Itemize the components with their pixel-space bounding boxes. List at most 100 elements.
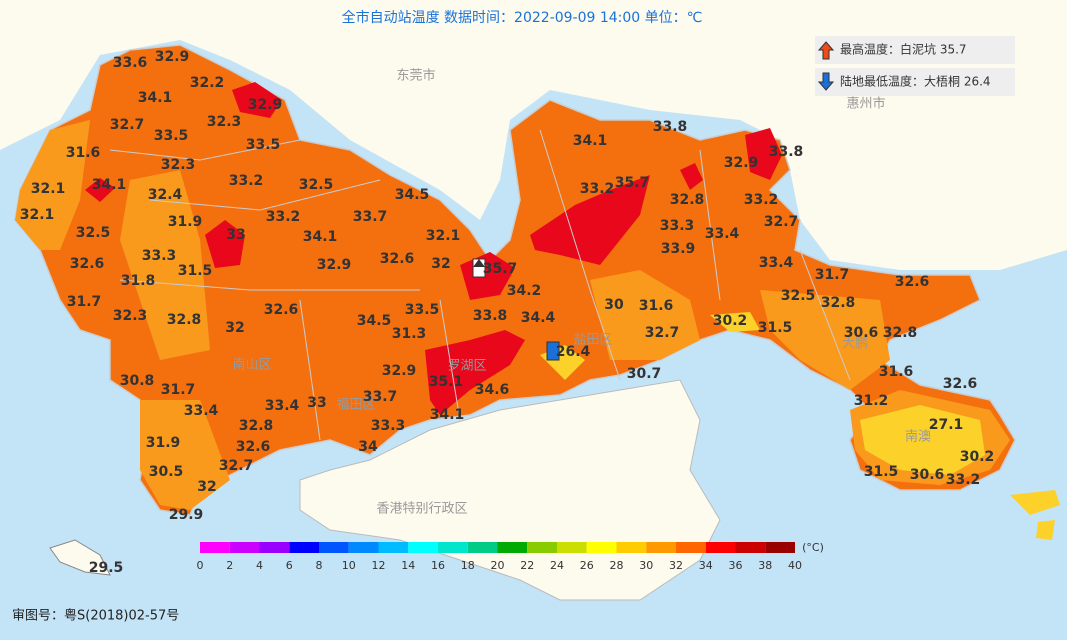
legend-min: 陆地最低温度：大梧桐 26.4 xyxy=(815,68,1015,96)
colorbar-unit: (°C) xyxy=(802,541,824,554)
station-value: 31.2 xyxy=(854,393,889,409)
colorbar-swatch xyxy=(586,542,617,553)
legend-min-text: 陆地最低温度：大梧桐 26.4 xyxy=(840,74,991,89)
station-value: 33.7 xyxy=(363,389,398,405)
colorbar-swatch xyxy=(467,542,498,553)
station-value: 32.9 xyxy=(317,257,352,273)
colorbar-tick-label: 32 xyxy=(669,559,683,572)
colorbar-tick-label: 26 xyxy=(580,559,594,572)
station-value: 29.9 xyxy=(169,507,204,523)
colorbar-swatch xyxy=(348,542,379,553)
station-value: 33.4 xyxy=(759,255,794,271)
colorbar-tick-label: 6 xyxy=(286,559,293,572)
station-value: 32.7 xyxy=(645,325,680,341)
colorbar-tick-label: 24 xyxy=(550,559,564,572)
colorbar-tick-label: 40 xyxy=(788,559,802,572)
place-label: 惠州市 xyxy=(846,96,885,112)
colorbar-swatch xyxy=(676,542,706,553)
station-value: 34.1 xyxy=(92,177,127,193)
colorbar-swatch xyxy=(378,542,409,553)
station-value: 30.7 xyxy=(627,366,662,382)
station-value: 33 xyxy=(307,395,326,411)
colorbar-swatch xyxy=(229,542,260,553)
colorbar-tick-label: 2 xyxy=(226,559,233,572)
station-value: 32.6 xyxy=(380,251,415,267)
place-label: 盐田区 xyxy=(573,333,612,348)
legend-max: 最高温度：白泥坑 35.7 xyxy=(815,36,1015,64)
station-value: 32.9 xyxy=(724,155,759,171)
colorbar-tick-label: 12 xyxy=(372,559,386,572)
station-value: 32.5 xyxy=(781,288,816,304)
colorbar-tick-label: 30 xyxy=(639,559,653,572)
station-value: 33.5 xyxy=(246,137,281,153)
station-value: 32.1 xyxy=(426,228,461,244)
station-value: 32.2 xyxy=(190,75,225,91)
station-value: 32 xyxy=(225,320,244,336)
station-value: 32 xyxy=(197,479,216,495)
station-value: 33.4 xyxy=(265,398,300,414)
colorbar-swatch xyxy=(557,542,587,553)
station-value: 32.6 xyxy=(70,256,105,272)
place-label: 福田区 xyxy=(336,398,375,413)
station-value: 30.8 xyxy=(120,373,155,389)
colorbar-tick-label: 38 xyxy=(758,559,772,572)
station-value: 31.7 xyxy=(161,382,196,398)
station-value: 31.5 xyxy=(178,263,213,279)
colorbar-tick-label: 16 xyxy=(431,559,445,572)
district-borders xyxy=(109,129,851,441)
station-value: 34 xyxy=(358,439,378,455)
colorbar-swatch xyxy=(735,542,766,553)
station-value: 32.5 xyxy=(76,225,111,241)
colorbar-swatch xyxy=(705,542,736,553)
station-value: 33.8 xyxy=(769,144,804,160)
station-value: 31.9 xyxy=(168,214,203,230)
station-value: 31.3 xyxy=(392,326,427,342)
island xyxy=(49,539,111,576)
station-value: 32.8 xyxy=(821,295,856,311)
station-value: 30.5 xyxy=(149,464,184,480)
colorbar-tick-label: 4 xyxy=(256,559,263,572)
land-north xyxy=(0,0,1067,270)
colorbar-swatch xyxy=(616,542,647,553)
station-value: 32.8 xyxy=(883,325,918,341)
colorbar-swatch xyxy=(289,542,319,553)
colorbar-swatch xyxy=(497,542,528,553)
colorbar-swatch xyxy=(527,542,557,553)
station-value: 32.3 xyxy=(113,308,148,324)
station-value: 33.2 xyxy=(946,472,981,488)
station-value: 32.9 xyxy=(155,49,190,65)
footer: 审图号：粤S(2018)02-57号 xyxy=(12,608,179,624)
colorbar-swatch xyxy=(438,542,468,553)
colorbar-swatch xyxy=(646,542,676,553)
title: 全市自动站温度 数据时间：2022-09-09 14:00 单位：℃ xyxy=(342,9,703,26)
station-value: 30.2 xyxy=(713,313,748,329)
station-value: 33.3 xyxy=(660,218,695,234)
colorbar-swatch xyxy=(259,542,290,553)
place-label: 大鹏 xyxy=(842,337,868,352)
station-value: 33.2 xyxy=(744,192,779,208)
station-value: 32.1 xyxy=(31,181,66,197)
station-value: 32.3 xyxy=(161,157,196,173)
station-value: 32.6 xyxy=(943,376,978,392)
station-value: 31.6 xyxy=(879,364,914,380)
station-value: 32.9 xyxy=(248,97,283,113)
colorbar-tick-label: 36 xyxy=(729,559,743,572)
station-value: 33.3 xyxy=(142,248,177,264)
place-label: 南澳 xyxy=(905,429,931,445)
colorbar-tick-label: 20 xyxy=(491,559,505,572)
station-value: 33.2 xyxy=(266,209,301,225)
station-value: 29.5 xyxy=(89,560,124,576)
station-value: 33.6 xyxy=(113,55,148,71)
station-value: 32.6 xyxy=(236,439,271,455)
hot-zones xyxy=(85,82,782,415)
station-value: 34.1 xyxy=(138,90,173,106)
legend-max-text: 最高温度：白泥坑 35.7 xyxy=(840,42,967,57)
station-value: 33.8 xyxy=(653,119,688,135)
place-label: 罗湖区 xyxy=(447,359,486,374)
station-value: 33.8 xyxy=(473,308,508,324)
colorbar-tick-label: 10 xyxy=(342,559,356,572)
station-value: 34.1 xyxy=(303,229,338,245)
station-value: 32.8 xyxy=(670,192,705,208)
station-value: 30.6 xyxy=(844,325,879,341)
